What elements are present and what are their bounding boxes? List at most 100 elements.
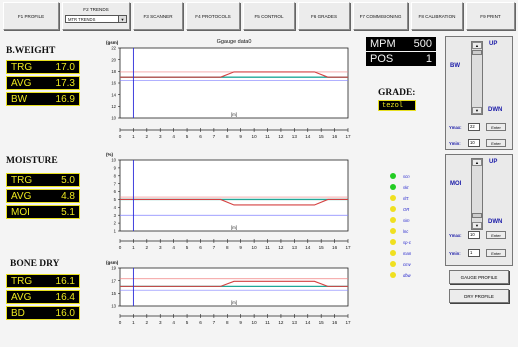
bw-ymax-input[interactable]: 22 [468, 123, 480, 131]
bonedry-bd-box: BD 16.0 [6, 306, 80, 320]
legend-dot-skt [390, 184, 396, 190]
y-tick-label: 10 [111, 158, 116, 163]
legend-label: lnc [403, 228, 409, 234]
moisture-moi-label: MOI [11, 206, 30, 218]
legend-dot-cmv [390, 261, 396, 267]
x-tick-label: 13 [292, 320, 298, 325]
bweight-trg-box: TRG 17.0 [6, 60, 80, 74]
tab-scanner-label: F3 SCANNER [143, 13, 173, 19]
y-tick-label: 3 [114, 213, 117, 218]
moi-scrollbar[interactable]: ▲ ▼ [471, 158, 483, 230]
y-tick-label: 5 [114, 197, 117, 202]
x-tick-label: 3 [159, 320, 162, 325]
x-tick-label: 12 [278, 134, 284, 139]
x-tick-label: 1 [132, 134, 135, 139]
bonedry-avg-label: AVG [11, 291, 32, 303]
x-tick-label: 9 [239, 245, 242, 250]
y-tick-label: 22 [111, 46, 116, 51]
x-tick-label: 0 [119, 320, 122, 325]
bw-down-label: DWN [488, 107, 503, 113]
x-tick-label: 4 [172, 320, 175, 325]
legend-label: scn [403, 173, 410, 179]
legend-dot-man [390, 250, 396, 256]
x-tick-label: 17 [345, 245, 351, 250]
trends-select-value: MTR TRENDS [68, 16, 96, 22]
legend-label: OR [403, 206, 410, 212]
x-tick-label: 16 [332, 134, 338, 139]
moisture-moi-value: 5.1 [61, 206, 75, 218]
y-tick-label: 12 [111, 104, 116, 109]
legend-dot-sim [390, 217, 396, 223]
legend-dot-spc [390, 239, 396, 245]
moisture-avg-box: AVG 4.8 [6, 189, 80, 203]
bw-ymin-input[interactable]: 10 [468, 139, 480, 147]
x-tick-label: 10 [252, 134, 258, 139]
bweight-heading: B.WEIGHT [6, 46, 56, 56]
y-tick-label: 19 [111, 266, 116, 271]
bw-ymin-label: Ymin: [449, 141, 461, 146]
x-tick-label: 15 [319, 134, 325, 139]
moi-ymax-input[interactable]: 10 [468, 231, 480, 239]
x-tick-label: 11 [265, 134, 270, 139]
x-tick-label: 14 [305, 320, 311, 325]
moi-ymin-input[interactable]: 1 [468, 249, 480, 257]
bw-scroll-down-icon[interactable]: ▼ [472, 107, 482, 114]
plot-area [119, 47, 349, 119]
legend-dot-rltt [390, 195, 396, 201]
x-tick-label: 14 [305, 245, 311, 250]
bw-ymax-enter-button[interactable]: Enter [486, 123, 506, 131]
moi-scroll-down-icon[interactable]: ▼ [472, 222, 482, 229]
tab-calibration[interactable]: F8 CALIBRATION [411, 2, 463, 30]
tab-scanner[interactable]: F3 SCANNER [133, 2, 183, 30]
x-tick-label: 16 [332, 320, 338, 325]
tab-grades[interactable]: F6 GRADES [298, 2, 350, 30]
moisture-trg-value: 5.0 [61, 174, 75, 186]
bonedry-bd-value: 16.0 [55, 307, 75, 319]
x-tick-label: 7 [213, 320, 216, 325]
bw-scroll-thumb[interactable] [472, 50, 482, 55]
moisture-heading: MOISTURE [6, 156, 58, 166]
x-tick-label: 17 [345, 134, 351, 139]
x-tick-label: 6 [199, 320, 202, 325]
measurement-series-line [120, 71, 348, 78]
moisture-trg-label: TRG [11, 174, 33, 186]
tab-trends[interactable]: F2 TRENDS MTR TRENDS ▼ [62, 2, 130, 30]
y-tick-label: 1 [114, 229, 117, 234]
x-tick-label: 5 [186, 245, 189, 250]
bw-up-label: UP [489, 41, 498, 47]
y-tick-label: 2 [114, 221, 117, 226]
tab-protocols[interactable]: F4 PROTOCOLS [186, 2, 240, 30]
tab-print[interactable]: F9 PRINT [466, 2, 515, 30]
gauge-profile-button[interactable]: GAUGE PROFILE [449, 270, 509, 284]
bonedry-heading: BONE DRY [10, 259, 60, 269]
moi-scroll-thumb[interactable] [472, 213, 482, 218]
trends-select[interactable]: MTR TRENDS ▼ [65, 15, 127, 23]
x-tick-label: 13 [292, 245, 298, 250]
moi-scroll-up-icon[interactable]: ▲ [472, 159, 482, 166]
x-tick-label: 6 [199, 134, 202, 139]
y-axis-label: (gsm) [106, 260, 119, 265]
tab-grades-label: F6 GRADES [310, 13, 338, 19]
dry-profile-button[interactable]: DRY PROFILE [449, 289, 509, 303]
tab-commisioning[interactable]: F7 COMMISIONING [353, 2, 408, 30]
moisture-avg-value: 4.8 [61, 190, 75, 202]
bweight-trg-label: TRG [11, 61, 33, 73]
tab-print-label: F9 PRINT [480, 13, 501, 19]
tab-control[interactable]: F5 CONTROL [243, 2, 295, 30]
bw-scrollbar[interactable]: ▲ ▼ [471, 41, 483, 115]
chevron-down-icon[interactable]: ▼ [118, 16, 126, 22]
x-tick-label: 1 [132, 245, 135, 250]
pos-label: POS [370, 53, 394, 65]
bweight-avg-label: AVG [11, 77, 32, 89]
pos-value: 1 [425, 53, 432, 65]
legend-label: cmv [403, 261, 411, 267]
bw-ymin-enter-button[interactable]: Enter [486, 139, 506, 147]
tab-profile[interactable]: F1 PROFILE [3, 2, 59, 30]
moi-ymax-enter-button[interactable]: Enter [486, 231, 506, 239]
moi-ymin-enter-button[interactable]: Enter [486, 249, 506, 257]
y-tick-label: 13 [111, 304, 116, 309]
bw-scroll-up-icon[interactable]: ▲ [472, 42, 482, 49]
x-tick-label: 17 [345, 320, 351, 325]
mpm-value: 500 [413, 38, 432, 50]
